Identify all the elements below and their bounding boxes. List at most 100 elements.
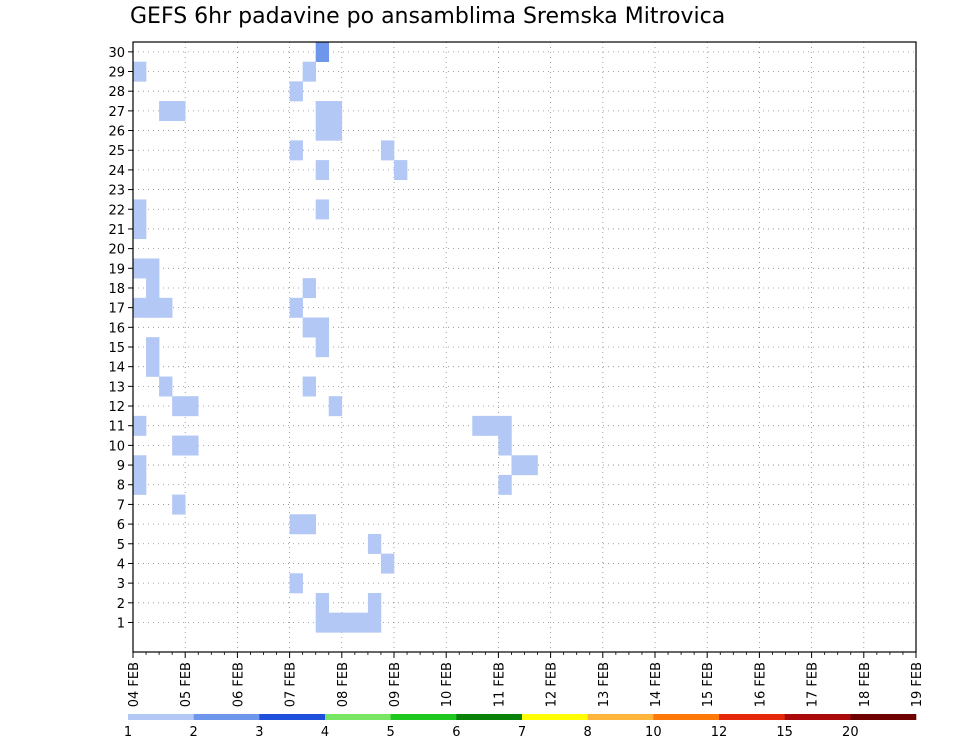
y-tick-label: 12 xyxy=(108,400,125,415)
y-tick-label: 4 xyxy=(117,557,125,572)
precip-cell xyxy=(498,415,512,436)
colorbar-segment xyxy=(653,714,720,720)
precip-cell xyxy=(315,120,330,141)
x-tick-label: 18 FEB xyxy=(858,662,873,707)
precip-cell xyxy=(367,612,382,633)
colorbar-segment xyxy=(193,714,260,720)
colorbar-label: 10 xyxy=(645,725,662,740)
y-tick-label: 11 xyxy=(108,420,125,435)
y-tick-label: 8 xyxy=(117,479,125,494)
y-tick-label: 28 xyxy=(108,85,125,100)
grid-lines xyxy=(133,42,916,652)
colorbar-segment xyxy=(522,714,588,720)
colorbar-segment xyxy=(390,714,457,720)
colorbar-label: 20 xyxy=(842,725,859,740)
precip-cell xyxy=(172,101,186,122)
precip-cell xyxy=(172,435,186,456)
y-tick-label: 29 xyxy=(108,66,125,81)
precip-cell xyxy=(302,376,316,397)
x-tick-label: 06 FEB xyxy=(231,662,246,707)
precip-cell xyxy=(328,120,343,141)
precip-cell xyxy=(133,61,147,82)
y-tick-label: 9 xyxy=(117,459,125,474)
x-tick-label: 08 FEB xyxy=(336,662,351,707)
x-tick-label: 17 FEB xyxy=(806,662,821,707)
precip-cell xyxy=(289,514,303,535)
precip-cell xyxy=(133,219,147,240)
colorbar-label: 1 xyxy=(124,725,132,740)
x-axis: 04 FEB 05 FEB 06 FEB 07 FEB 08 FEB 09 FEB 10 F… xyxy=(127,652,925,707)
y-tick-label: 20 xyxy=(108,243,125,258)
precip-cell xyxy=(328,396,343,417)
precip-cell xyxy=(380,553,395,574)
colorbar-label: 5 xyxy=(387,725,395,740)
y-tick-label: 23 xyxy=(108,184,125,199)
precip-cell xyxy=(315,101,330,122)
precip-cell xyxy=(367,592,382,613)
precip-cell xyxy=(498,474,512,495)
y-tick-label: 24 xyxy=(108,164,125,179)
precip-cell xyxy=(133,474,147,495)
precip-cell xyxy=(133,199,147,220)
precip-cell xyxy=(328,612,343,633)
y-tick-label: 5 xyxy=(117,538,125,553)
precip-cell xyxy=(289,573,303,594)
y-tick-label: 3 xyxy=(117,577,125,592)
x-tick-label: 10 FEB xyxy=(440,662,455,707)
colorbar-segment xyxy=(850,714,917,720)
precip-cell xyxy=(159,101,173,122)
colorbar-label: 15 xyxy=(776,725,793,740)
colorbar-label: 3 xyxy=(255,725,263,740)
x-tick-label: 12 FEB xyxy=(545,662,560,707)
precip-cell xyxy=(341,612,356,633)
y-tick-label: 7 xyxy=(117,498,125,513)
x-tick-label: 04 FEB xyxy=(127,662,142,707)
precip-cell xyxy=(485,415,499,436)
colorbar-label: 4 xyxy=(321,725,329,740)
colorbar-label: 6 xyxy=(452,725,460,740)
precip-cell xyxy=(289,81,303,102)
precip-cell xyxy=(302,514,316,535)
precip-cell xyxy=(133,297,147,318)
y-tick-label: 1 xyxy=(117,616,125,631)
colorbar-segment xyxy=(259,714,326,720)
y-tick-label: 22 xyxy=(108,203,125,218)
y-tick-label: 27 xyxy=(108,105,125,120)
precip-cell xyxy=(315,317,330,338)
y-tick-label: 26 xyxy=(108,125,125,140)
colorbar-segment xyxy=(784,714,851,720)
precip-cell xyxy=(133,415,147,436)
colorbar-segment xyxy=(128,714,194,720)
colorbar: 1 2 3 4 5 6 7 8 10 12 15 20 xyxy=(124,714,917,740)
precip-cell xyxy=(315,337,330,358)
y-tick-label: 14 xyxy=(108,361,125,376)
x-tick-label: 16 FEB xyxy=(753,662,768,707)
precip-cell xyxy=(133,455,147,476)
precip-cell xyxy=(172,396,186,417)
precip-cell xyxy=(185,435,199,456)
precip-cell xyxy=(146,337,160,358)
precip-cell xyxy=(328,101,343,122)
y-tick-label: 21 xyxy=(108,223,125,238)
colorbar-label: 8 xyxy=(584,725,592,740)
precip-cell xyxy=(159,297,173,318)
precip-cell xyxy=(472,415,486,436)
y-tick-label: 16 xyxy=(108,321,125,336)
precip-cell xyxy=(315,199,330,220)
precip-cell xyxy=(302,278,316,299)
precip-cell xyxy=(524,455,538,476)
x-tick-label: 13 FEB xyxy=(597,662,612,707)
colorbar-segment xyxy=(587,714,654,720)
colorbar-segment xyxy=(325,714,391,720)
precip-cell xyxy=(498,435,512,456)
precip-cell xyxy=(185,396,199,417)
precip-cell xyxy=(315,612,330,633)
y-tick-label: 25 xyxy=(108,144,125,159)
y-tick-label: 15 xyxy=(108,341,125,356)
y-tick-label: 30 xyxy=(108,46,125,61)
colorbar-label: 7 xyxy=(518,725,526,740)
x-tick-label: 09 FEB xyxy=(388,662,403,707)
precip-cell xyxy=(354,612,369,633)
precip-cell xyxy=(146,278,160,299)
